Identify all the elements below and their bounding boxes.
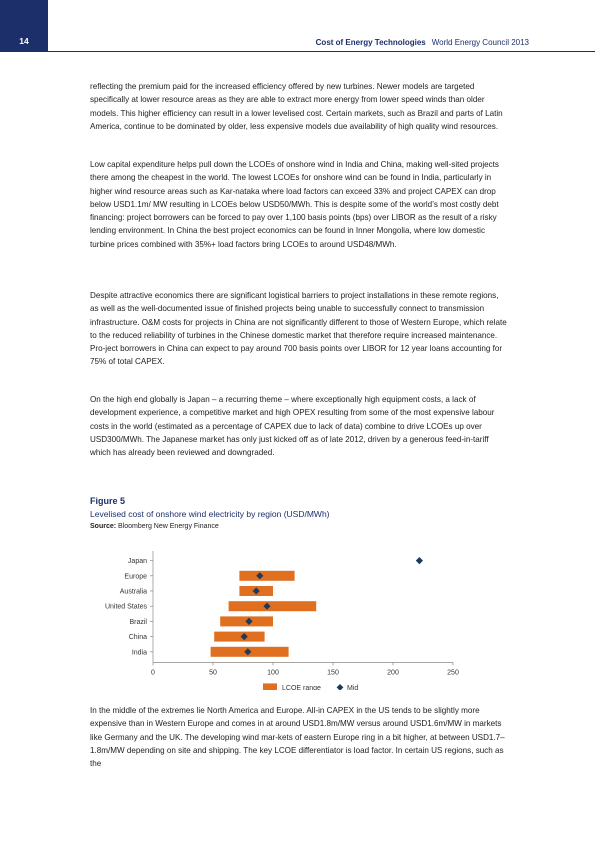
y-tick-label: United States	[105, 604, 148, 611]
x-tick-label: 0	[151, 669, 155, 676]
y-tick-label: India	[132, 649, 147, 656]
body-paragraph-3: Despite attractive economics there are s…	[90, 289, 508, 369]
x-tick-label: 100	[267, 669, 279, 676]
x-tick-label: 150	[327, 669, 339, 676]
figure-source: Source: Bloomberg New Energy Finance	[90, 523, 219, 530]
mid-marker	[415, 557, 423, 565]
paragraph-text: On the high end globally is Japan – a re…	[90, 395, 495, 458]
page-number-box: 14	[0, 0, 48, 52]
y-tick-label: Europe	[124, 573, 147, 580]
body-paragraph-2: Low capital expenditure helps pull down …	[90, 158, 508, 251]
legend-label-range: LCOE range	[282, 685, 321, 690]
paragraph-text: Despite attractive economics there are s…	[90, 291, 507, 367]
legend-swatch-range	[263, 683, 277, 690]
y-tick-label: Brazil	[129, 619, 147, 626]
body-paragraph-4: On the high end globally is Japan – a re…	[90, 393, 508, 459]
x-tick-label: 200	[387, 669, 399, 676]
paragraph-text: reflecting the premium paid for the incr…	[90, 82, 503, 131]
range-bar	[228, 601, 317, 612]
y-tick-label: Japan	[128, 558, 147, 565]
range-bar	[214, 631, 265, 642]
header-rule	[48, 51, 595, 52]
y-tick-label: Australia	[120, 589, 147, 596]
header-doc-title: Cost of Energy Technologies	[315, 38, 426, 47]
y-tick-label: China	[129, 634, 147, 641]
mid-marker	[252, 587, 260, 595]
x-tick-label: 50	[209, 669, 217, 676]
paragraph-text: Low capital expenditure helps pull down …	[90, 160, 499, 249]
running-header: Cost of Energy Technologies World Energy …	[316, 38, 529, 47]
legend-label-mid: Mid	[347, 685, 358, 690]
page-number: 14	[19, 36, 29, 46]
lcoe-range-chart: Japan Europe Australia United States Brazil C…	[105, 551, 459, 690]
mid-marker	[263, 602, 271, 610]
header-org: World Energy Council 2013	[431, 38, 529, 47]
figure-label: Figure 5	[90, 496, 126, 506]
range-bar	[239, 570, 295, 581]
figure-source-text: Bloomberg New Energy Finance	[118, 523, 219, 530]
legend-swatch-mid	[336, 684, 344, 690]
paragraph-text: In the middle of the extremes lie North …	[90, 706, 505, 769]
mid-marker	[244, 648, 252, 656]
body-paragraph-1: reflecting the premium paid for the incr…	[90, 80, 508, 133]
figure-source-label: Source:	[90, 523, 117, 530]
figure-title: Levelised cost of onshore wind electrici…	[90, 509, 330, 519]
body-paragraph-5: In the middle of the extremes lie North …	[90, 704, 508, 770]
x-tick-label: 250	[447, 669, 459, 676]
